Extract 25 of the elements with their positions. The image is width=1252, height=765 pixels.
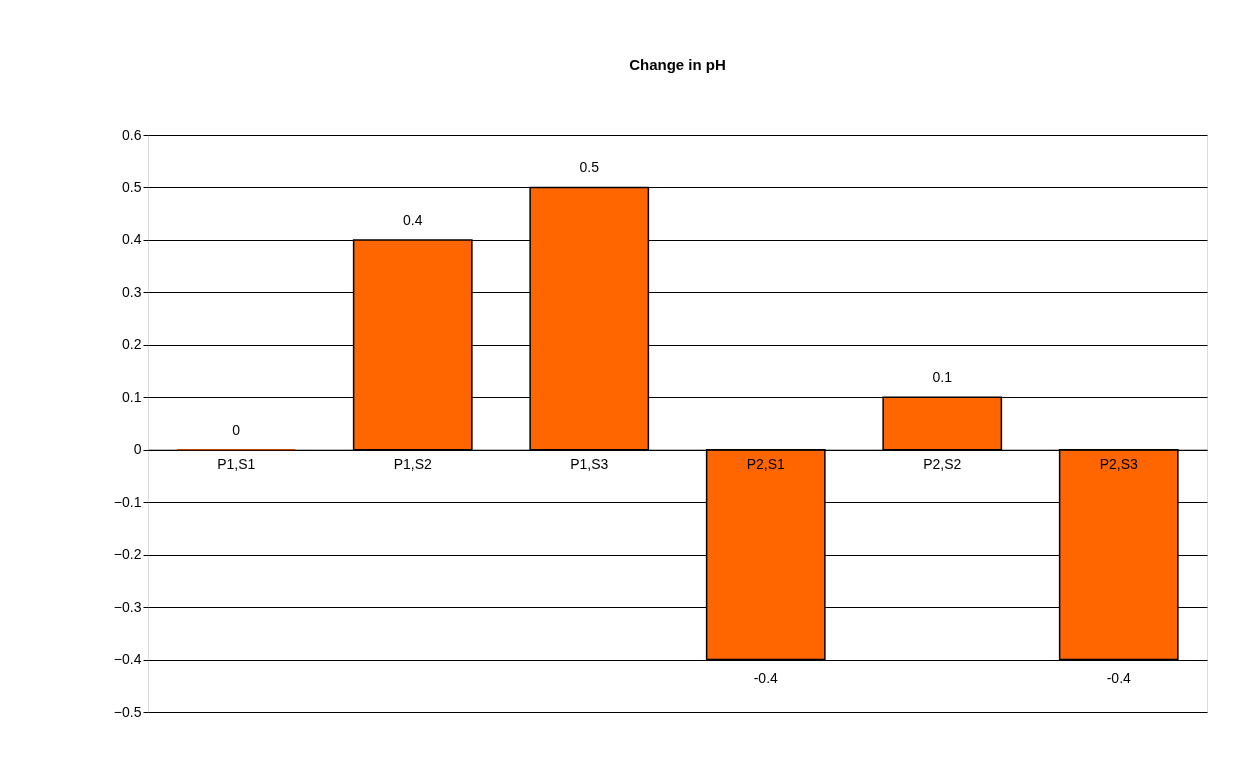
y-tick-label: 0.6 <box>122 126 142 143</box>
y-tick-label: −0.1 <box>113 493 142 510</box>
data-label: 0.4 <box>403 211 423 228</box>
y-tick-label: 0.2 <box>122 336 142 353</box>
y-tick-label: −0.2 <box>113 546 142 563</box>
x-tick-label: P2,S1 <box>746 456 786 473</box>
data-label: 0.1 <box>932 369 953 386</box>
data-label: -0.4 <box>753 669 779 686</box>
y-tick-label: 0.3 <box>122 283 142 300</box>
y-tick-label: −0.3 <box>113 598 142 615</box>
data-label: 0 <box>232 421 241 438</box>
y-tick-label: 0.4 <box>122 231 142 248</box>
y-tick-label: −0.5 <box>113 703 142 720</box>
y-tick-label: 0.1 <box>122 388 142 405</box>
x-tick-label: P1,S3 <box>570 456 609 473</box>
y-tick-label: −0.4 <box>113 651 142 668</box>
data-label: -0.4 <box>1106 669 1132 686</box>
chart-title: Change in pH <box>629 56 726 73</box>
x-tick-label: P2,S3 <box>1099 456 1139 473</box>
x-tick-label: P1,S1 <box>217 456 256 473</box>
y-tick-label: 0.5 <box>122 178 142 195</box>
y-tick-label: 0 <box>133 441 142 458</box>
data-label: 0.5 <box>579 159 600 176</box>
x-tick-label: P1,S2 <box>393 456 433 473</box>
x-tick-label: P2,S2 <box>923 456 962 473</box>
